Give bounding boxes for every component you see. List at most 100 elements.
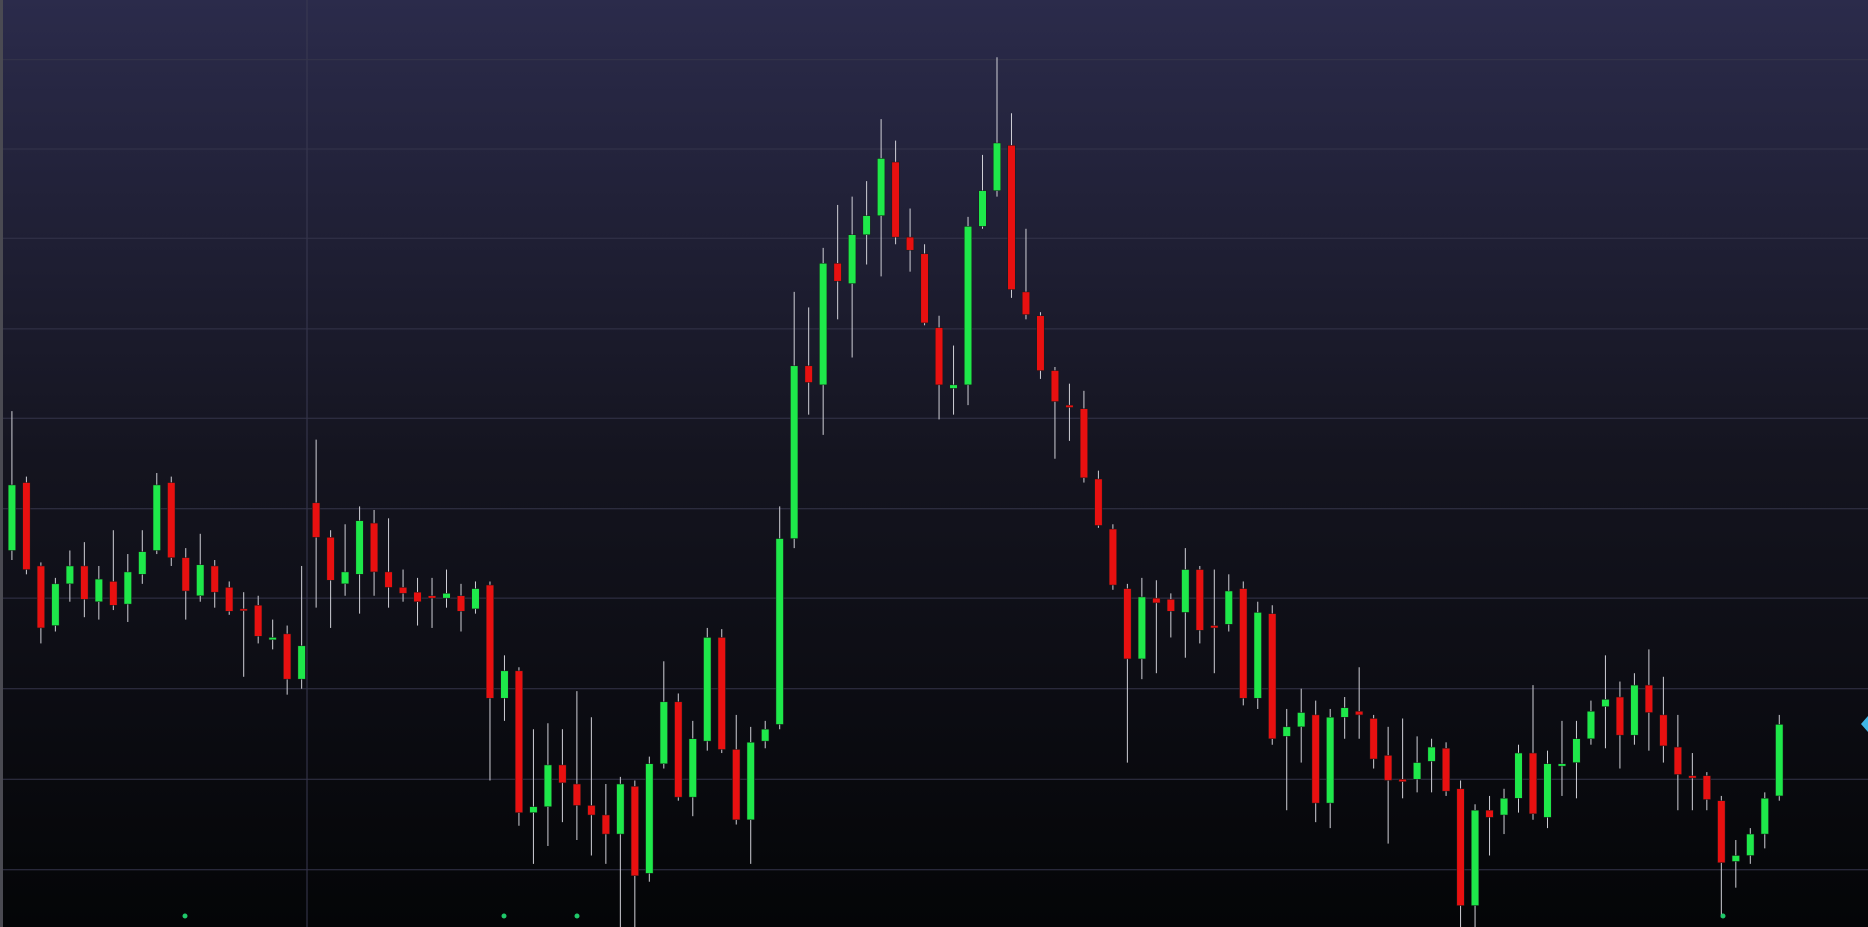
- candle-body: [587, 805, 596, 816]
- candle-body: [80, 565, 89, 600]
- candle-body: [1760, 798, 1769, 835]
- candle-body: [1413, 762, 1422, 780]
- candle-body: [167, 482, 176, 558]
- candle-body: [645, 763, 654, 874]
- candle-body: [1137, 596, 1146, 660]
- candle-body: [688, 738, 697, 798]
- candle-body: [1543, 763, 1552, 818]
- candle-body: [1311, 714, 1320, 804]
- candle-body: [1775, 724, 1784, 797]
- candle-body: [514, 670, 523, 813]
- candle-body: [1181, 569, 1190, 613]
- candle-body: [1630, 684, 1639, 736]
- candle-body: [703, 637, 712, 742]
- left-border: [0, 0, 3, 927]
- candle-body: [341, 571, 350, 585]
- candle-body: [848, 234, 857, 284]
- marker-dot: [501, 913, 507, 919]
- candle-body: [1688, 775, 1697, 779]
- candle-body: [717, 637, 726, 750]
- candle-body: [1050, 370, 1059, 402]
- candle-body: [1152, 597, 1161, 604]
- candle-body: [1731, 855, 1740, 862]
- candle-body: [94, 578, 103, 602]
- candle-body: [804, 365, 813, 383]
- candle-body: [992, 142, 1001, 191]
- candle-body: [51, 583, 60, 626]
- candle-body: [442, 593, 451, 599]
- candle-body: [65, 565, 74, 585]
- candle-body: [1500, 798, 1509, 816]
- candle-body: [297, 645, 306, 680]
- candle-body: [1079, 408, 1088, 479]
- candle-body: [659, 701, 668, 765]
- candle-body: [1108, 528, 1117, 586]
- candle-body: [877, 158, 886, 216]
- candle-body: [22, 482, 31, 570]
- candle-body: [1615, 696, 1624, 736]
- candle-body: [790, 365, 799, 539]
- candle-body: [181, 557, 190, 592]
- candle-body: [138, 551, 147, 575]
- candle-body: [471, 588, 480, 610]
- candle-body: [746, 742, 755, 821]
- candle-body: [1572, 738, 1581, 763]
- marker-dot: [182, 913, 188, 919]
- candle-body: [1253, 612, 1262, 699]
- candle-body: [1065, 404, 1074, 408]
- candle-body: [529, 806, 538, 813]
- candle-body: [326, 537, 335, 581]
- candle-body: [268, 637, 277, 641]
- candle-body: [906, 236, 915, 251]
- candle-body: [1007, 145, 1016, 290]
- candle-body: [1123, 588, 1132, 660]
- candle-body: [1644, 684, 1653, 713]
- candle-body: [775, 538, 784, 725]
- candle-body: [1094, 478, 1103, 526]
- candle-body: [1514, 752, 1523, 799]
- candle-body: [616, 783, 625, 835]
- price-marker: [1861, 716, 1868, 732]
- candle-body: [456, 595, 465, 612]
- candle-body: [1239, 588, 1248, 699]
- candle-body: [862, 215, 871, 235]
- candle-body: [254, 605, 263, 637]
- marker-dot: [574, 913, 580, 919]
- candle-body: [1195, 569, 1204, 631]
- candle-body: [1456, 788, 1465, 906]
- candle-body: [1297, 712, 1306, 728]
- candle-body: [1557, 763, 1566, 767]
- candle-body: [732, 749, 741, 821]
- candle-body: [428, 595, 437, 599]
- candle-body: [1036, 315, 1045, 371]
- candle-body: [1268, 613, 1277, 739]
- candle-body: [36, 565, 45, 629]
- candle-body: [1586, 711, 1595, 739]
- candle-body: [674, 701, 683, 798]
- candle-body: [283, 633, 292, 680]
- candle-body: [1601, 699, 1610, 707]
- candle-body: [1659, 714, 1668, 747]
- candle-body: [1166, 599, 1175, 612]
- candle-body: [630, 786, 639, 877]
- candle-body: [485, 584, 494, 699]
- candle-body: [1369, 718, 1378, 760]
- candle-body: [1427, 746, 1436, 762]
- candle-body: [413, 591, 422, 602]
- candle-body: [1384, 755, 1393, 781]
- candle-body: [384, 571, 393, 588]
- candle-body: [964, 226, 973, 386]
- candle-body: [558, 764, 567, 784]
- candle-body: [312, 502, 321, 538]
- candle-body: [1210, 625, 1219, 629]
- candle-body: [123, 571, 132, 605]
- candle-body: [833, 263, 842, 282]
- candle-body: [819, 263, 828, 386]
- marker-dot: [1720, 913, 1726, 919]
- candle-body: [225, 587, 234, 612]
- candle-body: [500, 670, 509, 699]
- candle-body: [1717, 800, 1726, 863]
